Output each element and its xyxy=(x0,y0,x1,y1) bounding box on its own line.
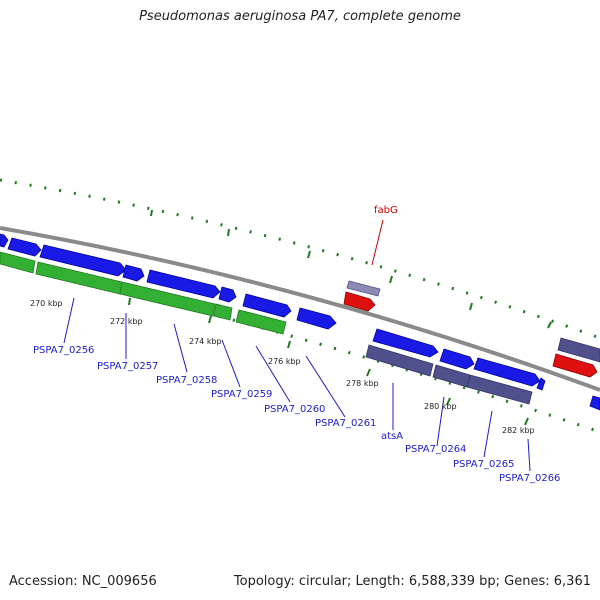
map-title: Pseudomonas aeruginosa PA7, complete gen… xyxy=(139,9,461,24)
cds-arrow xyxy=(372,328,439,358)
outer-major-ticks xyxy=(150,209,552,329)
cds-block xyxy=(466,374,533,405)
genome-summary-text: Topology: circular; Length: 6,588,339 bp… xyxy=(233,574,591,589)
cds-arrow xyxy=(296,307,337,330)
cds-block xyxy=(0,251,36,274)
scale-label-276: 276 kbp xyxy=(268,357,301,366)
reverse-cds-slate-track xyxy=(346,280,600,405)
scale-label-274: 274 kbp xyxy=(189,337,222,346)
scale-label-280: 280 kbp xyxy=(424,402,457,411)
cds-arrow xyxy=(122,264,145,282)
cds-block xyxy=(346,280,381,297)
gene-label-0265: PSPA7_0265 xyxy=(453,459,514,470)
accession-text: Accession: NC_009656 xyxy=(9,574,157,589)
gene-label-0261: PSPA7_0261 xyxy=(315,418,376,429)
rrna-arrow xyxy=(552,353,598,378)
scale-label-272: 272 kbp xyxy=(110,317,143,326)
cds-arrow xyxy=(39,244,127,277)
fabG-leader xyxy=(371,219,384,266)
cds-arrow xyxy=(589,395,600,411)
gene-label-0259: PSPA7_0259 xyxy=(211,389,272,400)
rrna-track xyxy=(343,291,598,378)
rrna-arrow xyxy=(343,291,376,312)
feature-label-fabG: fabG xyxy=(374,205,398,216)
scale-label-270: 270 kbp xyxy=(30,299,63,308)
cds-arrow xyxy=(218,286,237,303)
cds-arrow xyxy=(7,237,42,257)
cds-arrow xyxy=(439,348,475,370)
gene-label-0260: PSPA7_0260 xyxy=(264,404,325,415)
cds-arrow xyxy=(242,293,292,318)
gene-label-atsA: atsA xyxy=(381,431,403,442)
cds-arrow xyxy=(146,269,221,299)
cds-block xyxy=(365,344,434,377)
cds-block xyxy=(235,309,287,335)
gene-label-leaders xyxy=(63,297,531,472)
scale-label-282: 282 kbp xyxy=(502,426,535,435)
gene-label-0258: PSPA7_0258 xyxy=(156,375,217,386)
cds-arrow xyxy=(0,233,9,248)
inner-major-ticks xyxy=(128,297,529,426)
genome-backbone xyxy=(0,226,600,392)
cds-block xyxy=(213,303,233,321)
gene-label-0264: PSPA7_0264 xyxy=(405,444,466,455)
cds-block xyxy=(119,281,216,317)
cds-block xyxy=(557,337,600,363)
cds-arrow xyxy=(473,357,541,387)
scale-label-278: 278 kbp xyxy=(346,379,379,388)
cds-arrow xyxy=(536,377,546,391)
forward-cds-track xyxy=(0,233,600,411)
gene-label-0266: PSPA7_0266 xyxy=(499,473,560,484)
reverse-cds-green-track xyxy=(0,251,287,335)
gene-label-0256: PSPA7_0256 xyxy=(33,345,94,356)
gene-label-0257: PSPA7_0257 xyxy=(97,361,158,372)
